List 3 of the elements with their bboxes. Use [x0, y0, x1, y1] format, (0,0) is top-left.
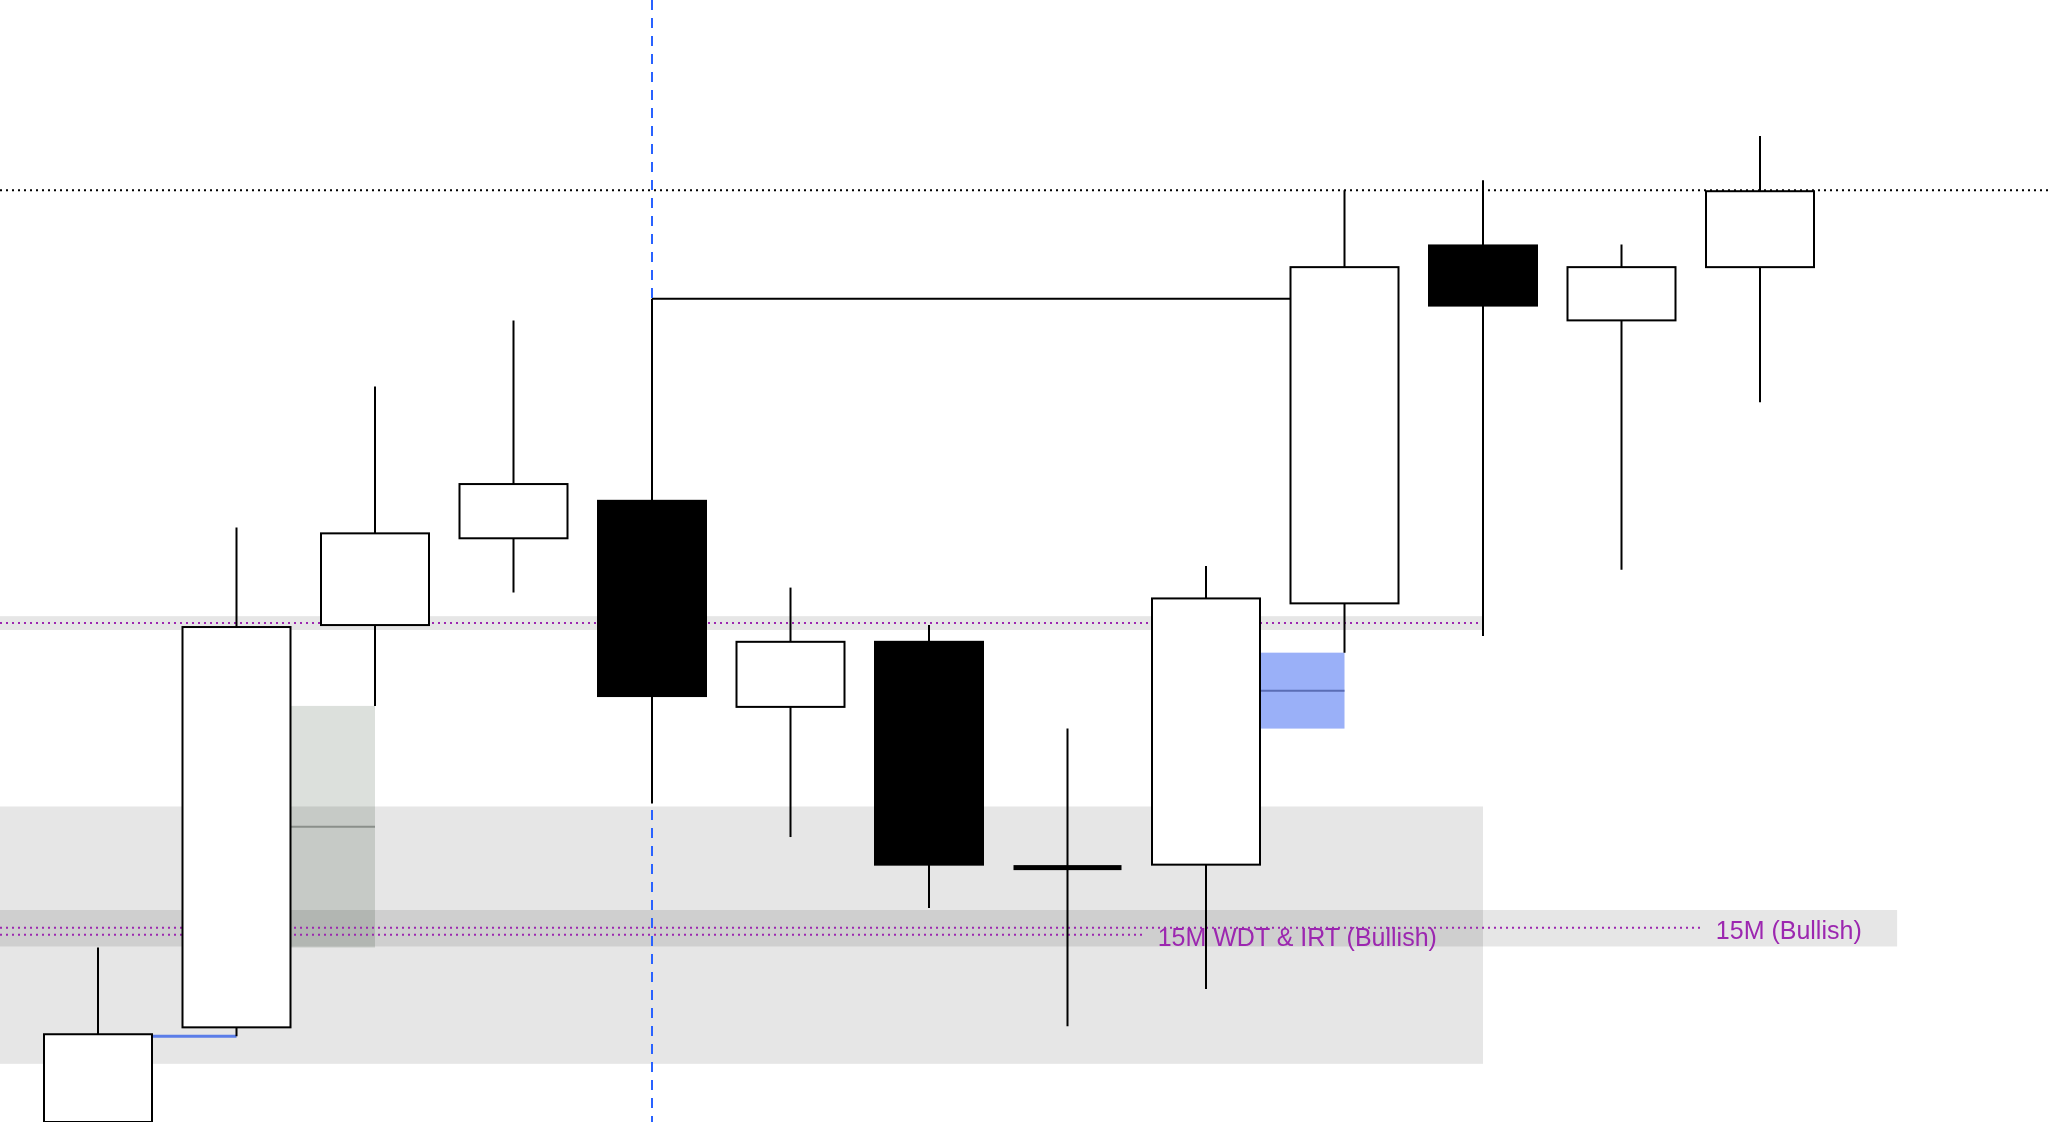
ref-line-label: 15M WDT & IRT (Bullish) [1157, 922, 1437, 951]
ref-line-label: 15M (Bullish) [1715, 915, 1862, 944]
candlestick [1013, 727, 1122, 1028]
